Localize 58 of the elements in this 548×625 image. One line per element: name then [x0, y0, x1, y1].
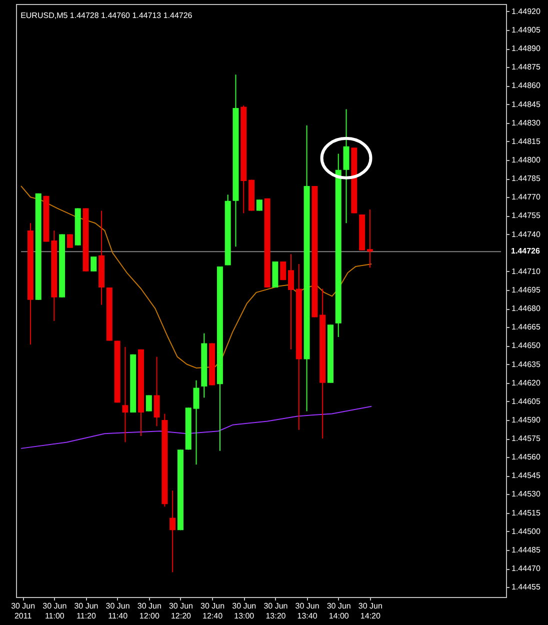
y-tick-label: 1.44560 — [512, 452, 541, 462]
x-tick-label: 30 Jun 13:20 — [264, 602, 288, 620]
y-tick-label: 1.44815 — [512, 136, 541, 146]
candlestick — [66, 234, 73, 248]
y-tick-label: 1.44830 — [512, 118, 541, 128]
x-tick-label: 30 Jun 13:00 — [232, 602, 256, 620]
ref-line-label: 1.44726 — [511, 246, 540, 256]
y-tick-label: 1.44620 — [512, 378, 541, 388]
x-tick-label: 30 Jun 11:20 — [74, 602, 98, 620]
y-tick-label: 1.44455 — [512, 582, 541, 592]
y-tick-label: 1.44530 — [512, 490, 541, 499]
y-tick-label: 1.44785 — [512, 174, 541, 184]
y-tick-label: 1.44665 — [512, 322, 541, 332]
x-tick-label: 30 Jun 12:00 — [137, 602, 162, 620]
text: EURUSD,M5 1.44728 1.44760 1.44713 1.44726 — [20, 11, 193, 20]
y-tick-label: 1.44845 — [512, 100, 541, 109]
y-tick-label: 1.44875 — [512, 62, 541, 72]
y-tick-label: 1.44470 — [512, 564, 541, 574]
x-tick-label: 30 Jun 11:40 — [106, 602, 130, 620]
y-tick-label: 1.44710 — [512, 266, 541, 276]
candlestick — [366, 209, 373, 268]
y-tick-label: 1.44770 — [512, 192, 541, 202]
y-tick-label: 1.44905 — [512, 26, 541, 34]
candlestick — [193, 380, 200, 466]
line-series — [20, 185, 372, 368]
x-tick-label: 30 Jun 13:40 — [295, 602, 320, 620]
x-tick-label: 30 Jun 12:40 — [200, 602, 225, 620]
y-tick-label: 1.44800 — [512, 155, 541, 164]
candlestick — [90, 256, 97, 272]
candlestick — [146, 394, 152, 412]
x-tick-label: 30 Jun 2011 — [11, 602, 36, 620]
x-tick-label: 30 Jun 14:20 — [358, 602, 382, 620]
y-tick-label: 1.44650 — [512, 341, 541, 350]
line-series — [20, 406, 372, 449]
candlestick — [154, 356, 160, 427]
y-tick-label: 1.44605 — [512, 396, 541, 406]
y-tick-label: 1.44575 — [512, 434, 541, 444]
y-tick-label: 1.44740 — [512, 230, 541, 239]
candlestick — [122, 346, 128, 443]
candlestick — [170, 490, 176, 573]
x-tick-label: 30 Jun 11:00 — [42, 602, 67, 620]
y-tick-label: 1.44485 — [512, 545, 541, 554]
y-tick-label: 1.44635 — [512, 360, 541, 369]
candlestick — [343, 108, 350, 224]
x-tick-label: 30 Jun 12:20 — [168, 602, 193, 620]
y-tick-label: 1.44890 — [512, 44, 541, 54]
y-tick-label: 1.44515 — [512, 508, 541, 518]
y-tick-label: 1.44500 — [512, 526, 541, 536]
y-tick-label: 1.44545 — [512, 471, 541, 480]
y-tick-label: 1.44590 — [512, 415, 541, 424]
y-tick-label: 1.44860 — [512, 81, 541, 90]
y-tick-label: 1.44920 — [512, 6, 541, 16]
candlestick — [288, 254, 294, 350]
x-tick-label: 30 Jun 14:00 — [326, 602, 351, 620]
y-tick-label: 1.44695 — [512, 285, 541, 294]
y-tick-label: 1.44680 — [512, 304, 541, 314]
y-tick-label: 1.44755 — [512, 211, 541, 220]
candlestick — [280, 261, 286, 281]
